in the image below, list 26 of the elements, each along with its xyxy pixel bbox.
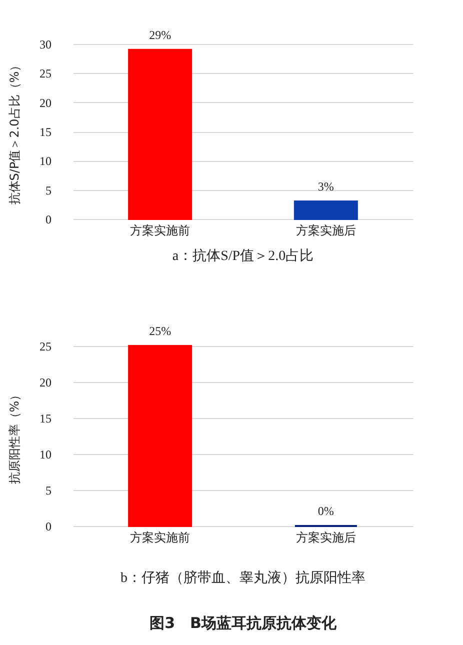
text: a：抗体S/P值＞2.0占比 — [172, 248, 314, 264]
y-tick-label: 15 — [40, 125, 52, 139]
data-label: 3% — [318, 180, 334, 194]
x-tick-label: 方案实施后 — [296, 530, 356, 544]
y-tick-label: 5 — [46, 183, 52, 198]
y-tick-label: 25 — [40, 340, 52, 354]
y-tick-label: 30 — [40, 38, 52, 52]
y-tick-label: 5 — [46, 484, 52, 498]
y-tick-label: 15 — [40, 412, 52, 426]
x-tick-label: 方案实施前 — [130, 224, 190, 238]
y-tick-label: 0 — [46, 212, 52, 226]
y-tick-label: 20 — [40, 376, 52, 390]
y-tick-label: 10 — [40, 448, 52, 462]
y-tick-label: 0 — [46, 520, 52, 534]
y-axis-title: 抗原阳性率（%） — [8, 388, 22, 484]
y-axis-title: 抗体S/P值＞2.0占比（%） — [8, 59, 22, 205]
y-tick-label: 10 — [40, 154, 52, 168]
data-label: 0% — [318, 504, 334, 518]
x-tick-label: 方案实施前 — [130, 530, 190, 544]
text: b：仔猪（脐带血、睾丸液）抗原阳性率 — [120, 570, 366, 586]
y-tick-label: 25 — [40, 66, 52, 81]
data-label: 29% — [149, 28, 172, 42]
caption: 图3 B场蓝耳抗原抗体变化 — [150, 614, 338, 632]
x-tick-label: 方案实施后 — [296, 224, 356, 238]
y-tick-label: 20 — [40, 96, 52, 110]
data-label: 25% — [149, 324, 172, 338]
